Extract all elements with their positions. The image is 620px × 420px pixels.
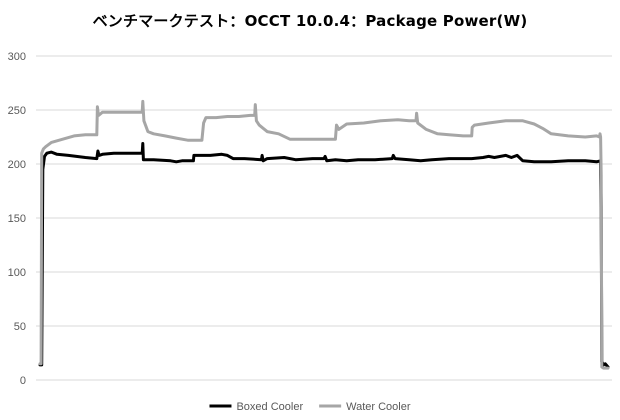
y-tick-label: 300	[8, 51, 26, 63]
y-tick-label: 200	[8, 159, 26, 171]
legend: Boxed Cooler Water Cooler	[209, 401, 411, 413]
legend-item: Boxed Cooler	[209, 401, 303, 413]
series-lines	[38, 99, 610, 370]
y-tick-label: 150	[8, 213, 26, 225]
series-line-water-cooler	[38, 99, 610, 370]
y-tick-label: 100	[8, 267, 26, 279]
y-tick-label: 50	[14, 321, 26, 333]
y-tick-label: 0	[20, 375, 26, 387]
chart-title: ベンチマークテスト：OCCT 10.0.4：Package Power(W)	[92, 12, 528, 30]
series-line-boxed-cooler	[38, 142, 610, 369]
y-tick-label: 250	[8, 105, 26, 117]
grid-lines	[36, 55, 612, 327]
legend-label: Boxed Cooler	[236, 401, 303, 413]
legend-item: Water Cooler	[319, 401, 411, 413]
y-axis-tick-labels: 0 50 100 150 200 250 300	[8, 51, 26, 387]
legend-label: Water Cooler	[346, 401, 411, 413]
